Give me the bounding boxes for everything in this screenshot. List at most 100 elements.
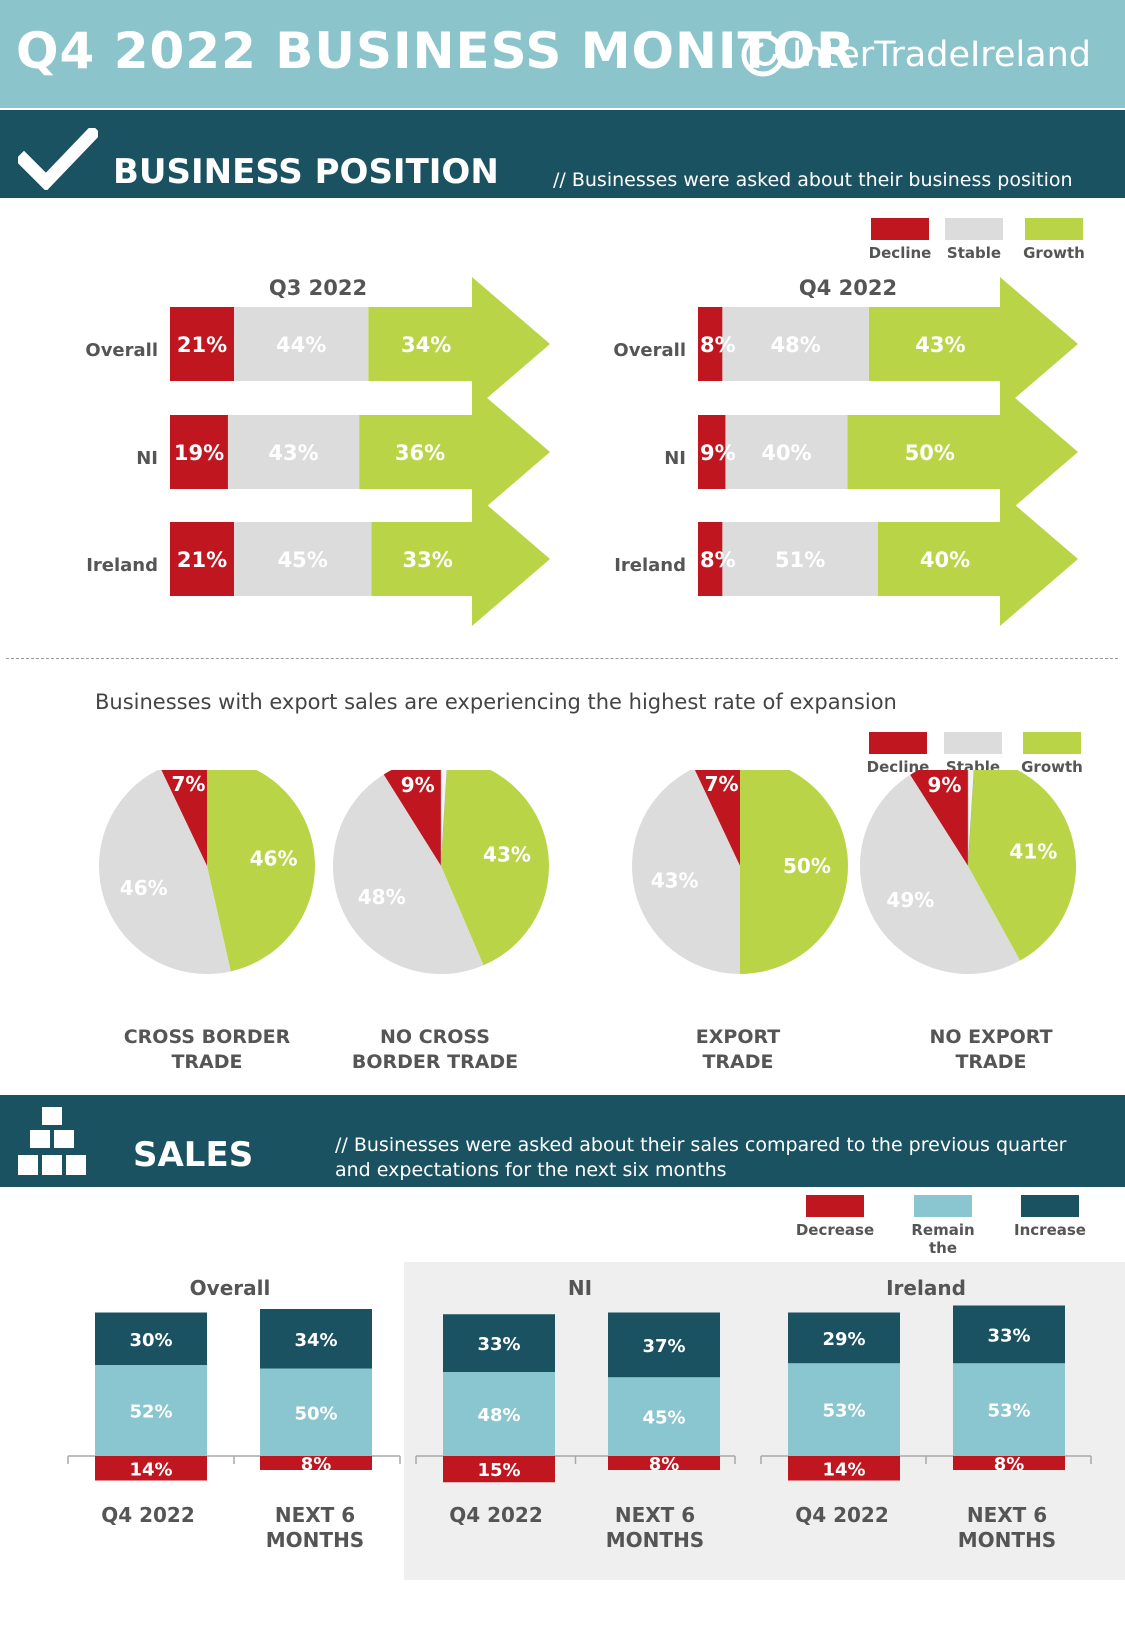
pie-caption-line: TRADE bbox=[702, 1051, 774, 1073]
sales-title: SALES bbox=[133, 1135, 254, 1175]
pie-slice-decline bbox=[161, 770, 207, 866]
stable-bar bbox=[234, 307, 369, 381]
growth-value-label: 50% bbox=[905, 441, 955, 465]
pie-value-label: 46% bbox=[250, 847, 298, 871]
decrease-value-label: 14% bbox=[129, 1459, 172, 1480]
decrease-bar bbox=[608, 1456, 720, 1470]
stable-bar bbox=[722, 522, 878, 596]
sales-note-line: and expectations for the next six months bbox=[335, 1159, 727, 1181]
pie-slice-other bbox=[440, 770, 448, 867]
pie-slice-growth bbox=[207, 770, 315, 972]
decline-bar bbox=[698, 415, 726, 489]
growth-arrow-bar bbox=[847, 385, 1078, 519]
stable-value-label: 40% bbox=[761, 441, 811, 465]
increase-bar bbox=[443, 1314, 555, 1372]
stable-bar bbox=[227, 415, 360, 489]
sales-x-label-line: NEXT 6 bbox=[274, 1503, 356, 1527]
pie-slice-decline bbox=[694, 770, 740, 866]
export-heading: Businesses with export sales are experie… bbox=[95, 690, 897, 714]
legend-swatch-stable bbox=[944, 732, 1002, 754]
row-label: NI bbox=[136, 448, 158, 469]
pie-slice-other bbox=[967, 770, 975, 867]
sales-x-label-line: Q4 2022 bbox=[449, 1503, 543, 1527]
stable-bar bbox=[725, 415, 848, 489]
increase-bar bbox=[260, 1309, 372, 1369]
stable-value-label: 43% bbox=[268, 441, 318, 465]
sales-x-label: NEXT 6 MONTHS bbox=[932, 1503, 1082, 1553]
legend-swatch-same bbox=[914, 1195, 972, 1217]
checkmark-icon bbox=[18, 128, 98, 190]
business-position-title: BUSINESS POSITION bbox=[113, 152, 499, 192]
increase-bar bbox=[788, 1312, 900, 1364]
swirl-logo-icon bbox=[741, 33, 785, 77]
increase-bar bbox=[95, 1312, 207, 1365]
same-bar bbox=[953, 1363, 1065, 1456]
pie-legend-growth: Growth bbox=[1016, 732, 1088, 776]
pie-caption-cross-border: CROSS BORDER TRADE bbox=[97, 1025, 317, 1075]
decline-value-label: 21% bbox=[177, 548, 227, 572]
row-label: Ireland bbox=[614, 555, 686, 576]
decline-bar bbox=[698, 522, 723, 596]
pie-slice-decline bbox=[383, 770, 441, 866]
legend-stable: Stable bbox=[942, 218, 1006, 262]
legend-label: Remain the bbox=[911, 1221, 975, 1257]
legend-label: Growth bbox=[1021, 758, 1083, 776]
pie-value-label: 7% bbox=[171, 772, 205, 796]
pie-slice-decline bbox=[910, 770, 968, 866]
page-title: Q4 2022 BUSINESS MONITOR bbox=[16, 22, 856, 80]
panel-title: Q3 2022 bbox=[269, 276, 367, 300]
boxes-icon bbox=[18, 1107, 86, 1175]
pie-slice-stable bbox=[860, 774, 1021, 974]
pie-caption-line: TRADE bbox=[171, 1051, 243, 1073]
decrease-value-label: 8% bbox=[994, 1454, 1025, 1475]
legend-label: Decrease bbox=[795, 1221, 875, 1239]
logo: InterTradeIreland bbox=[740, 28, 1091, 82]
decrease-bar bbox=[788, 1456, 900, 1481]
pie-caption-no-cross-border: NO CROSS BORDER TRADE bbox=[325, 1025, 545, 1075]
legend-swatch-decline bbox=[869, 732, 927, 754]
sales-x-label-line: Q4 2022 bbox=[101, 1503, 195, 1527]
growth-arrow-bar bbox=[868, 277, 1078, 411]
business-position-chart: Q3 2022 Overall 21% 44% 34% NI 19% 43% 36% Irelan… bbox=[85, 276, 1078, 626]
business-position-note: // Businesses were asked about their bus… bbox=[553, 169, 1073, 191]
logo-text: InterTradeIreland bbox=[792, 35, 1092, 75]
export-pies-chart: 7% 46% 46% 9% 43% 48% 7% 50% 43% 9% 41% 49% bbox=[99, 770, 1076, 974]
decline-value-label: 8% bbox=[700, 548, 736, 572]
increase-bar bbox=[608, 1312, 720, 1378]
growth-value-label: 34% bbox=[401, 333, 451, 357]
sales-group-ni: NI bbox=[567, 1276, 593, 1300]
sales-x-label: NEXT 6 MONTHS bbox=[580, 1503, 730, 1553]
increase-value-label: 30% bbox=[129, 1330, 172, 1351]
business-position-band: BUSINESS POSITION // Businesses were ask… bbox=[0, 110, 1125, 198]
header-bar: Q4 2022 BUSINESS MONITOR InterTradeIrela… bbox=[0, 0, 1125, 108]
pie-caption-line: TRADE bbox=[955, 1051, 1027, 1073]
pie-slice-stable bbox=[99, 770, 231, 974]
pie-caption-line: NO EXPORT bbox=[929, 1026, 1053, 1048]
same-value-label: 45% bbox=[642, 1408, 685, 1429]
pie-caption-export: EXPORT TRADE bbox=[628, 1025, 848, 1075]
increase-value-label: 34% bbox=[294, 1330, 337, 1351]
row-label: Overall bbox=[85, 340, 158, 361]
same-bar bbox=[608, 1377, 720, 1456]
increase-value-label: 37% bbox=[642, 1336, 685, 1357]
legend-swatch-decrease bbox=[806, 1195, 864, 1217]
sales-x-label-line: Q4 2022 bbox=[795, 1503, 889, 1527]
stable-bar bbox=[234, 522, 372, 596]
legend-label: Increase bbox=[1014, 1221, 1086, 1239]
decline-bar bbox=[698, 307, 723, 381]
row-label: Ireland bbox=[86, 555, 158, 576]
sales-legend-decrease: Decrease bbox=[795, 1195, 875, 1239]
row-label: NI bbox=[664, 448, 686, 469]
pie-value-label: 41% bbox=[1009, 839, 1057, 863]
growth-value-label: 36% bbox=[395, 441, 445, 465]
pie-value-label: 9% bbox=[928, 773, 962, 797]
same-value-label: 53% bbox=[822, 1401, 865, 1422]
growth-arrow-bar bbox=[368, 277, 550, 411]
pie-value-label: 50% bbox=[783, 854, 831, 878]
increase-bar bbox=[953, 1305, 1065, 1364]
legend-label: Stable bbox=[946, 244, 1002, 262]
sales-x-label: Q4 2022 bbox=[767, 1503, 917, 1528]
growth-arrow-bar bbox=[371, 492, 550, 626]
sales-x-label: Q4 2022 bbox=[73, 1503, 223, 1528]
